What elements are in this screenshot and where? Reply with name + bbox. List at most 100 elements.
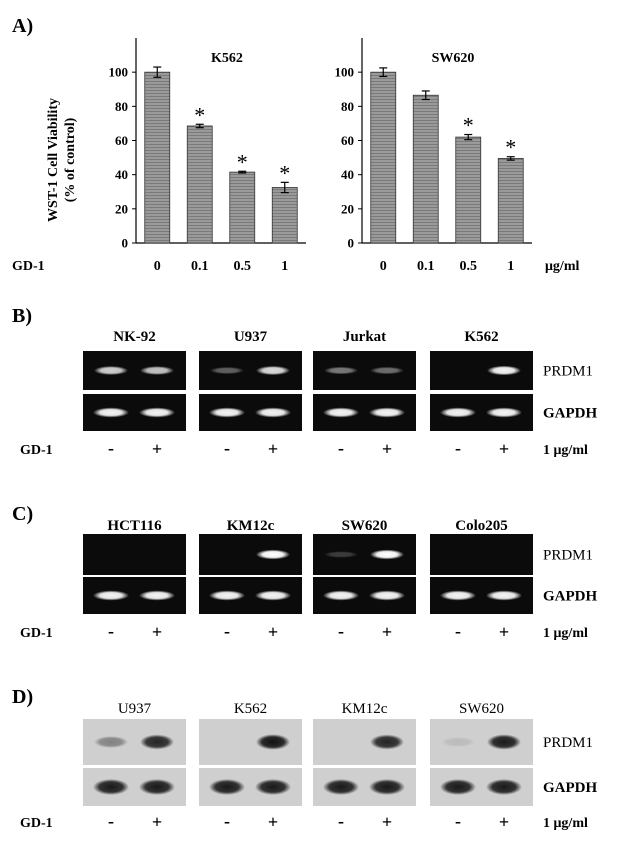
significance-star: * (505, 135, 516, 160)
band-prdm1 (370, 549, 404, 560)
band-prdm1 (140, 734, 174, 750)
band-gapdh (209, 407, 245, 418)
treatment-plus: + (268, 812, 278, 832)
bar-k562-1 (271, 187, 298, 244)
treatment-plus: + (382, 622, 392, 642)
treatment-plus: + (382, 812, 392, 832)
panel-b: B) NK-92 U937 Jurkat K562 PRDM1 GAPDH GD-1 - + - +… (12, 305, 597, 459)
panel-a-label: A) (12, 15, 33, 37)
band-prdm1 (94, 736, 128, 748)
y-tick-label: 80 (115, 99, 128, 114)
gel-strip-prdm1 (83, 534, 186, 575)
band-gapdh (93, 590, 129, 601)
y-axis-label-line2: (% of control) (63, 117, 78, 202)
treatment-plus: + (499, 622, 509, 642)
gd1-row-label-c: GD-1 (20, 626, 53, 641)
x-tick-label: 0.5 (234, 259, 252, 274)
y-tick-label: 0 (348, 236, 355, 251)
bar-sw620-1 (497, 158, 524, 244)
cell-line-label-nk92: NK-92 (113, 329, 156, 345)
band-gapdh (255, 407, 291, 418)
band-gapdh (323, 779, 359, 795)
y-tick-label: 60 (341, 133, 354, 148)
y-tick-label: 80 (341, 99, 354, 114)
dose-label-d: 1 μg/ml (543, 816, 588, 831)
treatment-minus: - (455, 438, 461, 458)
band-gapdh (369, 779, 405, 795)
chart-k562: 0 20 40 60 80 100 K562 0 * 0.1 * 0.5 * 1 (109, 38, 306, 274)
cell-line-label-sw620: SW620 (459, 701, 504, 717)
y-tick-label: 20 (341, 201, 354, 216)
chart-title-sw620: SW620 (432, 51, 475, 66)
band-label-prdm1: PRDM1 (543, 735, 593, 751)
band-gapdh (369, 407, 405, 418)
x-tick-label: 1 (281, 259, 288, 274)
band-prdm1 (210, 366, 244, 375)
dose-label-b: 1 μg/ml (543, 443, 588, 458)
y-tick-label: 100 (335, 65, 355, 80)
y-tick-label: 100 (109, 65, 129, 80)
dose-label-c: 1 μg/ml (543, 626, 588, 641)
cell-line-label-colo205: Colo205 (455, 518, 508, 534)
band-prdm1 (487, 734, 521, 750)
panel-d-label: D) (12, 686, 33, 708)
cell-line-label-k562: K562 (234, 701, 267, 717)
band-prdm1 (94, 366, 128, 375)
treatment-minus: - (224, 811, 230, 831)
treatment-plus: + (152, 622, 162, 642)
y-tick-label: 60 (115, 133, 128, 148)
cell-line-label-km12c: KM12c (342, 701, 388, 717)
treatment-minus: - (108, 438, 114, 458)
band-gapdh (139, 407, 175, 418)
bar-sw620-0 (370, 71, 397, 244)
band-prdm1 (256, 365, 290, 376)
bar-k562-0.1 (186, 125, 213, 244)
treatment-minus: - (455, 621, 461, 641)
x-tick-label: 0.1 (191, 259, 209, 274)
panel-c-label: C) (12, 503, 33, 525)
bar-k562-0.5 (229, 171, 256, 244)
band-gapdh (139, 779, 175, 795)
band-gapdh (139, 590, 175, 601)
band-prdm1 (441, 737, 475, 747)
chart-sw620: 0 20 40 60 80 100 SW620 0 0.1 * 0.5 * 1 (335, 38, 532, 274)
band-label-gapdh: GAPDH (543, 406, 597, 422)
significance-star: * (463, 113, 474, 138)
treatment-minus: - (338, 811, 344, 831)
cell-line-label-km12c: KM12c (227, 518, 275, 534)
band-gapdh (440, 407, 476, 418)
band-prdm1 (324, 551, 358, 558)
unit-label: μg/ml (545, 259, 579, 274)
x-tick-label: 0 (380, 259, 387, 274)
bar-sw620-0.1 (412, 94, 439, 244)
band-label-prdm1: PRDM1 (543, 364, 593, 380)
treatment-minus: - (108, 621, 114, 641)
x-tick-label: 0 (154, 259, 161, 274)
significance-star: * (279, 160, 290, 185)
band-gapdh (369, 590, 405, 601)
treatment-minus: - (224, 621, 230, 641)
panel-b-label: B) (12, 305, 32, 327)
bar-sw620-0.5 (455, 136, 482, 244)
band-prdm1 (370, 734, 404, 750)
cell-line-label-sw620: SW620 (342, 518, 388, 534)
treatment-plus: + (499, 439, 509, 459)
x-tick-label: 0.5 (460, 259, 478, 274)
band-prdm1 (140, 366, 174, 375)
panel-a: A) WST-1 Cell Viability (% of control) 0… (12, 15, 579, 274)
significance-star: * (194, 102, 205, 127)
panel-c: C) HCT116 KM12c SW620 Colo205 PRDM1 GAPDH GD-1… (12, 503, 597, 642)
treatment-minus: - (108, 811, 114, 831)
chart-title-k562: K562 (211, 51, 243, 66)
bar-k562-0 (144, 71, 171, 244)
band-label-gapdh: GAPDH (543, 780, 597, 796)
gd1-row-label: GD-1 (12, 259, 45, 274)
y-tick-label: 0 (122, 236, 129, 251)
band-prdm1 (487, 365, 521, 376)
band-gapdh (486, 590, 522, 601)
significance-star: * (237, 149, 248, 174)
band-prdm1 (324, 366, 358, 375)
treatment-plus: + (152, 812, 162, 832)
treatment-minus: - (338, 438, 344, 458)
